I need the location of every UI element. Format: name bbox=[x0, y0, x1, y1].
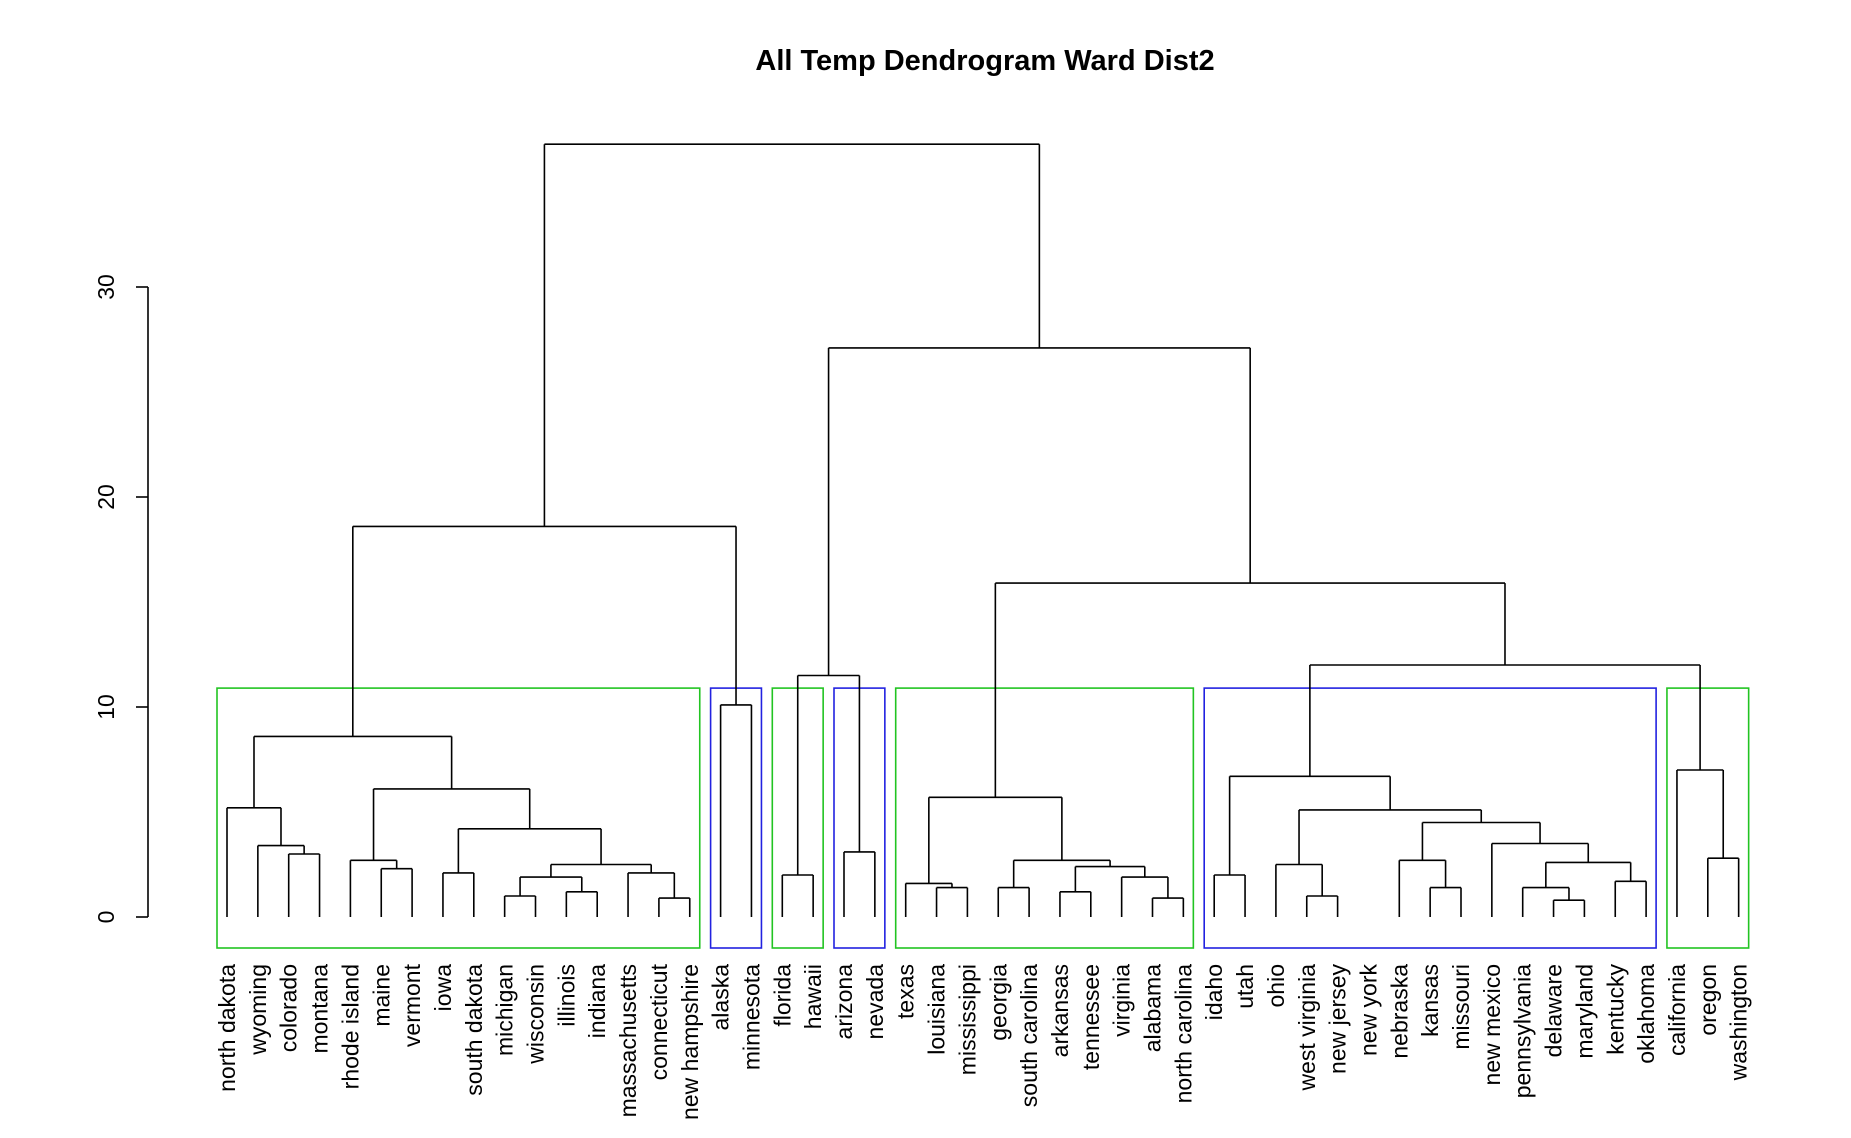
y-tick-label: 0 bbox=[93, 911, 119, 924]
leaf-label: washington bbox=[1726, 964, 1752, 1081]
dendrogram-tree bbox=[226, 143, 1740, 917]
leaf-label: delaware bbox=[1541, 964, 1567, 1057]
leaf-label: vermont bbox=[399, 963, 425, 1047]
cluster-box bbox=[894, 687, 1195, 949]
leaf-label: wyoming bbox=[245, 964, 271, 1056]
cluster-box bbox=[216, 687, 701, 949]
leaf-label: new york bbox=[1355, 964, 1381, 1057]
leaf-label: new jersey bbox=[1325, 964, 1351, 1074]
leaf-label: mississippi bbox=[954, 964, 980, 1075]
leaf-label: nevada bbox=[862, 964, 888, 1040]
leaf-label: maine bbox=[368, 964, 394, 1027]
leaf-label: new mexico bbox=[1479, 964, 1505, 1085]
leaf-label: south dakota bbox=[461, 964, 487, 1096]
leaf-label: hawaii bbox=[800, 964, 826, 1029]
y-tick-label: 30 bbox=[93, 274, 119, 300]
leaf-label: kansas bbox=[1417, 964, 1443, 1037]
leaf-label: massachusetts bbox=[615, 964, 641, 1117]
leaf-label: texas bbox=[893, 964, 919, 1019]
chart-title: All Temp Dendrogram Ward Dist2 bbox=[755, 45, 1214, 77]
leaf-label: pennsylvania bbox=[1510, 964, 1536, 1098]
leaf-label: colorado bbox=[276, 964, 302, 1052]
leaf-label: idaho bbox=[1201, 964, 1227, 1020]
leaf-label: florida bbox=[769, 964, 795, 1027]
leaf-label: nebraska bbox=[1386, 964, 1412, 1059]
leaf-label: north dakota bbox=[214, 964, 240, 1092]
leaf-label: georgia bbox=[985, 964, 1011, 1041]
leaf-label: iowa bbox=[430, 964, 456, 1012]
y-tick-label: 10 bbox=[93, 694, 119, 720]
leaf-label: alaska bbox=[708, 964, 734, 1031]
leaf-label: oklahoma bbox=[1633, 964, 1659, 1064]
leaf-label: minnesota bbox=[738, 964, 764, 1070]
leaf-label: west virginia bbox=[1294, 964, 1320, 1092]
leaf-label: virginia bbox=[1109, 964, 1135, 1037]
leaf-label: utah bbox=[1232, 964, 1258, 1009]
leaf-label: arizona bbox=[831, 964, 857, 1040]
leaf-label: south carolina bbox=[1016, 964, 1042, 1107]
leaf-label: michigan bbox=[492, 964, 518, 1056]
leaf-label: arkansas bbox=[1047, 964, 1073, 1057]
leaf-label: maryland bbox=[1571, 964, 1597, 1059]
leaf-label: new hampshire bbox=[677, 964, 703, 1120]
leaf-label: missouri bbox=[1448, 964, 1474, 1050]
leaf-label: louisiana bbox=[924, 964, 950, 1055]
leaf-labels: north dakota wyoming colorado montana rhode … bbox=[214, 963, 1752, 1120]
y-axis: 0 10 20 30 bbox=[93, 274, 149, 924]
leaf-label: indiana bbox=[584, 964, 610, 1038]
leaf-label: north carolina bbox=[1170, 964, 1196, 1104]
cluster-box bbox=[709, 687, 763, 949]
leaf-label: kentucky bbox=[1602, 964, 1628, 1055]
leaf-label: montana bbox=[307, 964, 333, 1054]
leaf-label: wisconsin bbox=[523, 964, 549, 1065]
y-tick-label: 20 bbox=[93, 484, 119, 510]
leaf-label: rhode island bbox=[337, 964, 363, 1089]
cluster-box bbox=[1203, 687, 1657, 949]
leaf-label: oregon bbox=[1695, 964, 1721, 1036]
cluster-box bbox=[1666, 687, 1750, 949]
leaf-label: tennessee bbox=[1078, 964, 1104, 1070]
leaf-label: connecticut bbox=[646, 963, 672, 1080]
leaf-label: ohio bbox=[1263, 964, 1289, 1007]
cluster-boxes bbox=[216, 687, 1750, 949]
leaf-label: illinois bbox=[553, 964, 579, 1027]
leaf-label: california bbox=[1664, 964, 1690, 1056]
leaf-label: alabama bbox=[1140, 964, 1166, 1052]
